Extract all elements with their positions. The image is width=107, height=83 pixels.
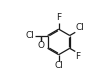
Text: F: F xyxy=(76,52,81,61)
Text: O: O xyxy=(37,42,44,50)
Text: Cl: Cl xyxy=(25,31,34,40)
Text: Cl: Cl xyxy=(76,23,84,32)
Text: Cl: Cl xyxy=(54,61,63,70)
Text: F: F xyxy=(56,13,61,22)
